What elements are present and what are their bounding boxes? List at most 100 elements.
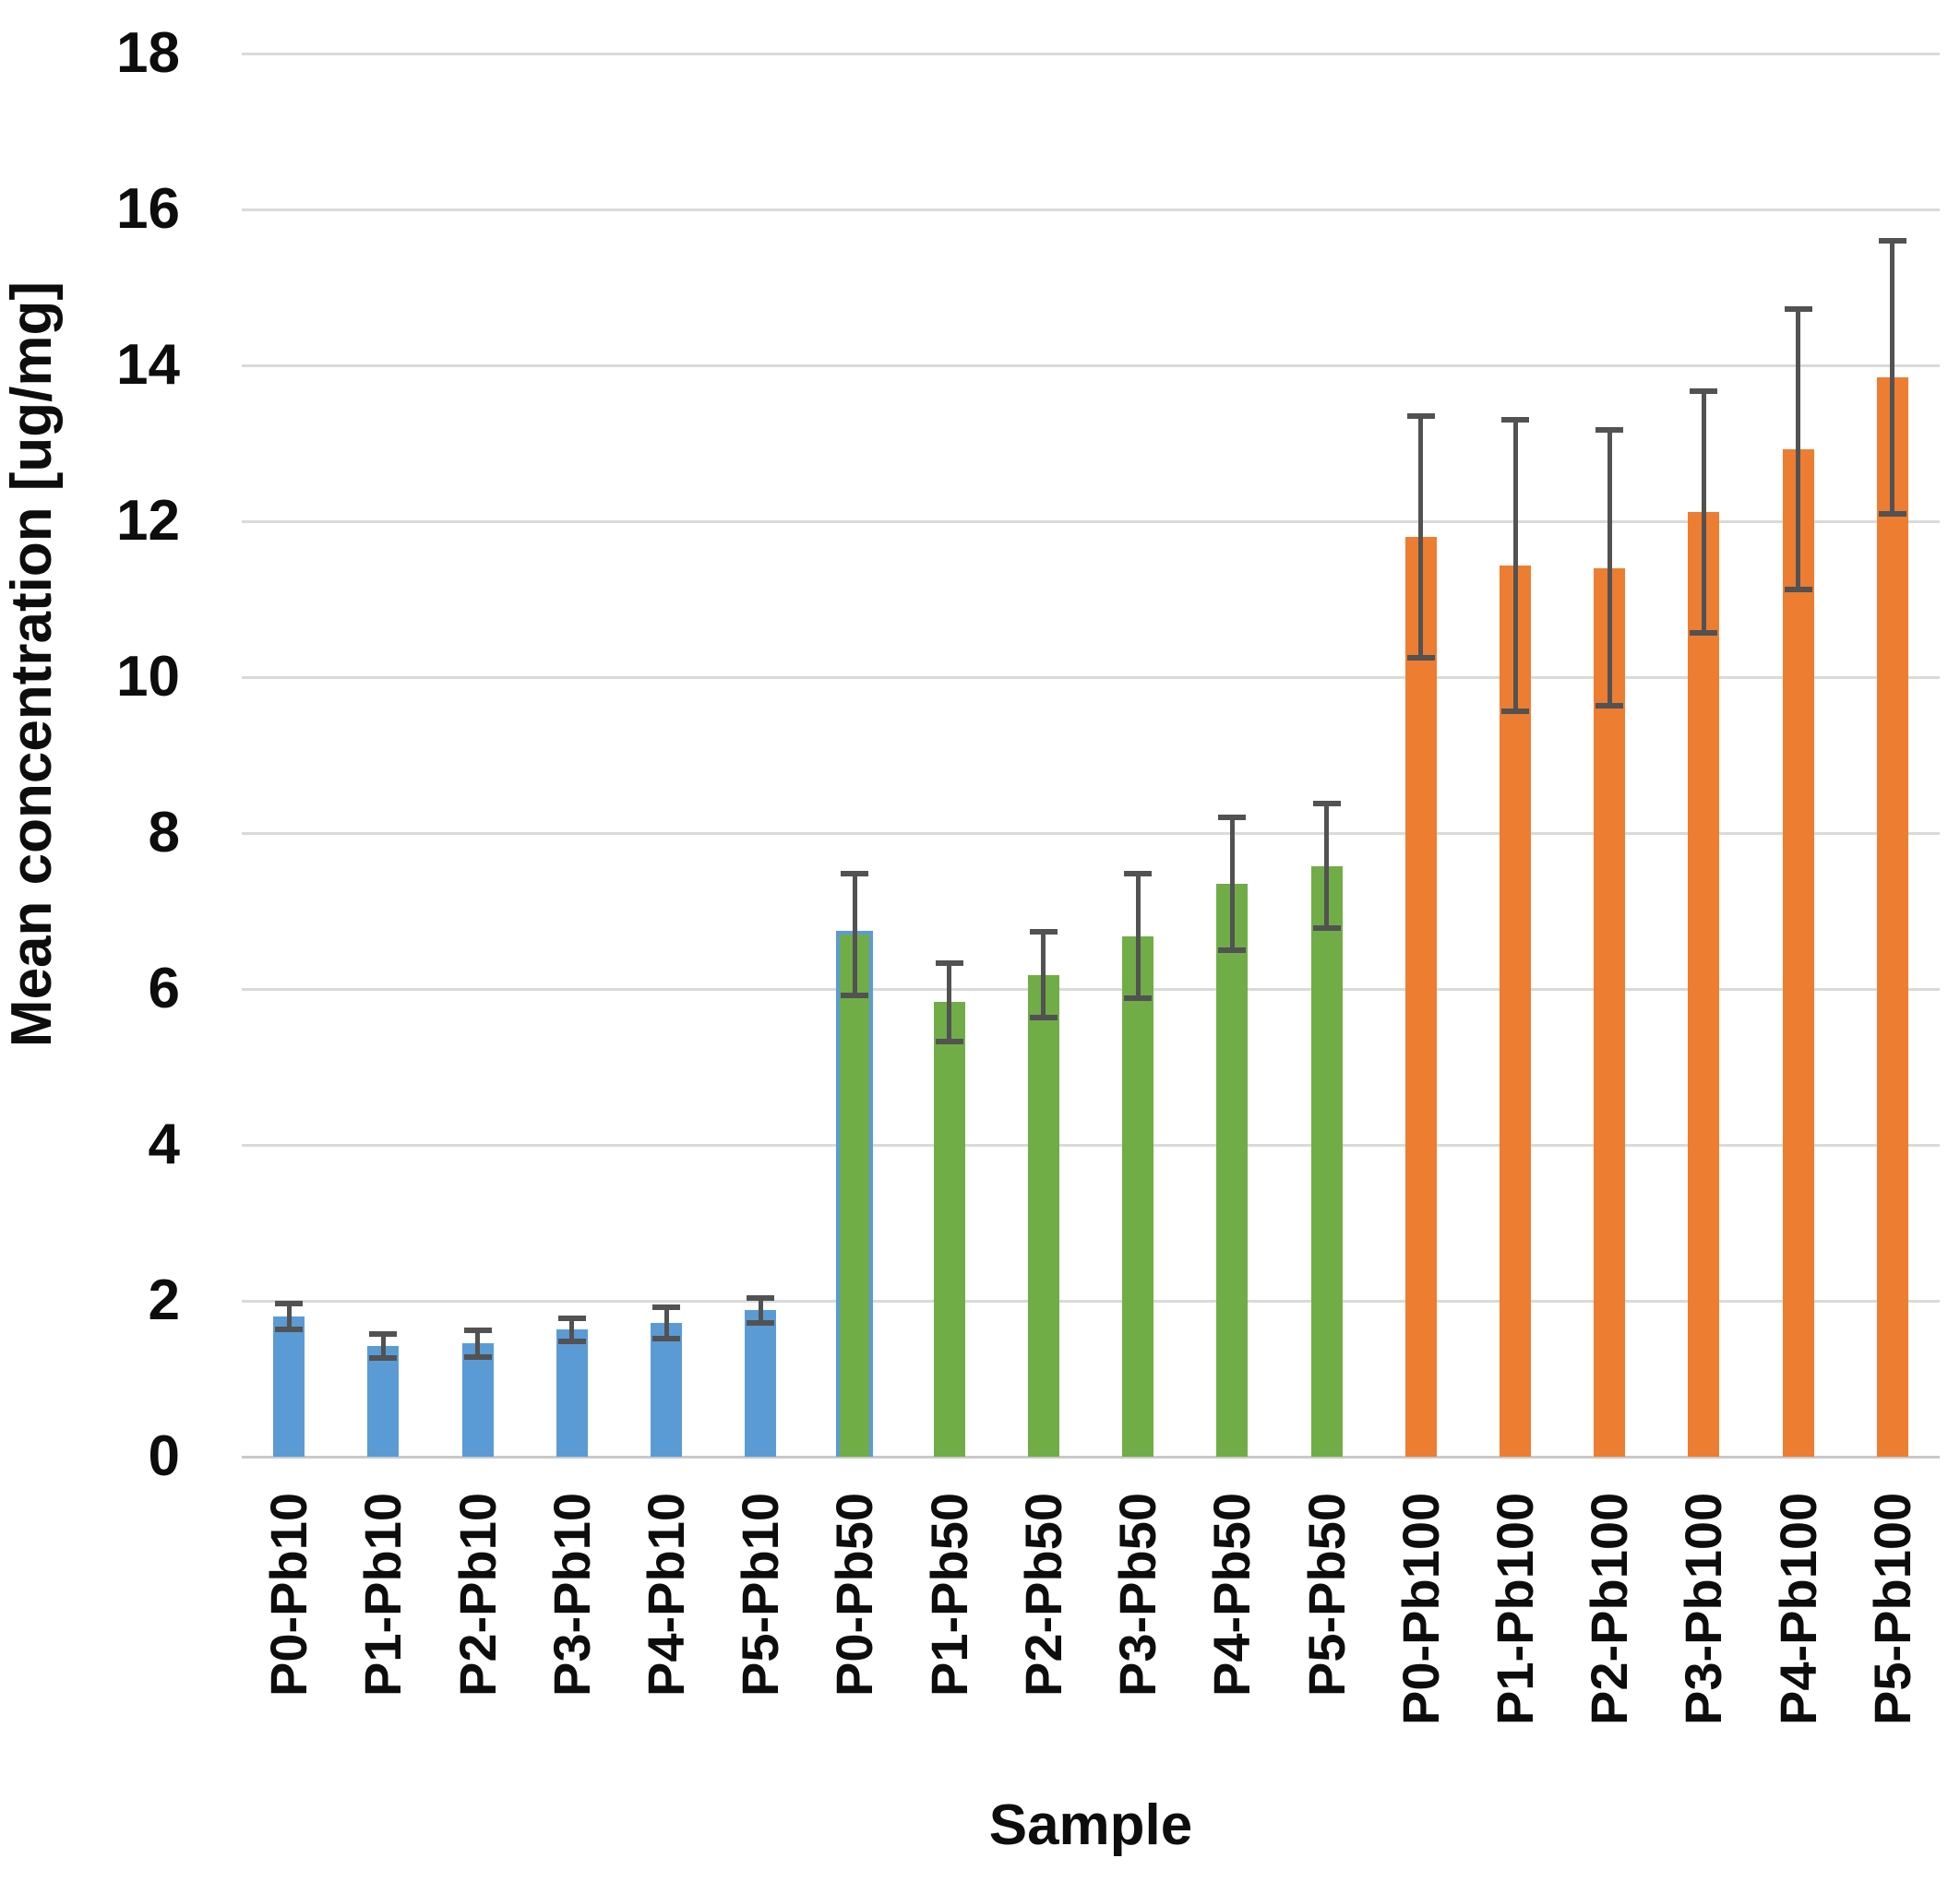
error-bar-cap-bottom [1312, 925, 1341, 932]
gridline [242, 519, 1940, 523]
error-bar-cap-bottom [557, 1338, 586, 1344]
error-bar-whisker [1890, 240, 1895, 514]
bar-P2-Pb10 [461, 1343, 494, 1457]
plot-area [242, 52, 1940, 1459]
error-bar-whisker [1229, 817, 1235, 950]
error-bar-cap-top [1124, 870, 1153, 876]
bar-P3-Pb50 [1122, 935, 1154, 1457]
x-axis-tick-label: P5-Pb100 [1862, 1492, 1921, 1725]
bar-P4-Pb100 [1782, 449, 1814, 1457]
gridline [242, 1143, 1940, 1147]
x-axis-tick-label: P4-Pb100 [1768, 1492, 1827, 1725]
error-bar-whisker [852, 873, 857, 995]
bar-P0-Pb10 [273, 1316, 305, 1457]
x-axis-tick-label: P1-Pb100 [1486, 1492, 1544, 1725]
y-axis-tick-label: 18 [116, 21, 180, 85]
x-axis-tick-label: P1-Pb10 [353, 1493, 412, 1697]
error-bar-cap-bottom [935, 1038, 963, 1044]
error-bar-cap-bottom [747, 1319, 775, 1326]
error-bar-whisker [1701, 390, 1706, 633]
bar-P3-Pb10 [556, 1329, 588, 1457]
error-bar-cap-top [463, 1328, 492, 1334]
error-bar-cap-top [841, 870, 869, 876]
x-axis-tick-label: P2-Pb50 [1013, 1493, 1072, 1697]
x-axis-tick-label: P4-Pb10 [637, 1493, 695, 1697]
error-bar-cap-top [747, 1294, 775, 1301]
error-bar-whisker [663, 1306, 669, 1339]
y-axis-tick-label: 10 [116, 645, 180, 709]
error-bar-cap-top [557, 1315, 586, 1321]
bar-P1-Pb10 [367, 1346, 400, 1457]
error-bar-cap-top [652, 1304, 680, 1310]
y-axis-tick-label: 4 [148, 1113, 180, 1176]
error-bar-whisker [1418, 415, 1424, 658]
error-bar-whisker [758, 1297, 763, 1323]
x-axis-tick-label: P5-Pb50 [1297, 1493, 1356, 1697]
error-bar-cap-bottom [1690, 629, 1718, 636]
error-bar-cap-bottom [1218, 947, 1247, 953]
error-bar-cap-bottom [1878, 510, 1906, 517]
x-axis-tick-label: P1-Pb50 [919, 1493, 978, 1697]
x-axis-tick-label: P0-Pb10 [259, 1493, 318, 1697]
error-bar-whisker [1041, 932, 1046, 1018]
bar-P5-Pb50 [1310, 865, 1343, 1457]
gridline [242, 208, 1940, 211]
error-bar-cap-bottom [1784, 587, 1812, 593]
x-axis-tick-label: P4-Pb50 [1202, 1493, 1261, 1697]
error-bar-whisker [380, 1334, 386, 1358]
x-axis-tick-label: P2-Pb100 [1580, 1492, 1639, 1725]
error-bar-whisker [947, 963, 952, 1042]
error-bar-whisker [1135, 873, 1141, 999]
y-axis-tick-label: 14 [116, 333, 180, 397]
error-bar-cap-bottom [463, 1353, 492, 1360]
error-bar-whisker [1607, 430, 1612, 707]
error-bar-cap-bottom [652, 1335, 680, 1341]
x-axis-tick-label: P0-Pb100 [1391, 1492, 1450, 1725]
error-bar-whisker [1512, 420, 1518, 712]
error-bar-cap-bottom [1029, 1015, 1058, 1021]
x-axis-tick-label: P3-Pb10 [542, 1493, 601, 1697]
error-bar-cap-top [275, 1300, 304, 1306]
bar-P5-Pb100 [1876, 376, 1908, 1457]
bar-P4-Pb50 [1216, 883, 1249, 1457]
bar-P3-Pb100 [1688, 511, 1720, 1457]
error-bar-cap-top [1029, 929, 1058, 935]
error-bar-cap-bottom [1501, 709, 1529, 715]
error-bar-cap-bottom [1406, 654, 1435, 661]
bar-P2-Pb50 [1027, 974, 1059, 1457]
error-bar-cap-top [1690, 387, 1718, 394]
error-bar-cap-top [1218, 815, 1247, 821]
gridline [242, 52, 1940, 55]
error-bar-whisker [569, 1317, 575, 1341]
error-bar-cap-top [1312, 800, 1341, 806]
error-bar-cap-top [369, 1331, 398, 1338]
error-bar-cap-bottom [275, 1327, 304, 1333]
x-axis-tick-label: P2-Pb10 [448, 1493, 507, 1697]
gridline [242, 1299, 1940, 1303]
bar-P1-Pb50 [933, 1002, 965, 1457]
y-axis-tick-label: 2 [148, 1269, 180, 1332]
x-axis-tick-label: P5-Pb10 [731, 1493, 790, 1697]
error-bar-cap-bottom [841, 992, 869, 998]
error-bar-cap-bottom [1595, 703, 1624, 709]
y-axis-tick-label: 16 [116, 177, 180, 241]
gridline [242, 987, 1940, 991]
x-axis-line [242, 1455, 1940, 1459]
bar-P0-Pb100 [1404, 536, 1437, 1457]
y-axis-tick-label: 0 [148, 1424, 180, 1488]
error-bar-cap-top [935, 960, 963, 967]
error-bar-cap-top [1784, 306, 1812, 313]
error-bar-whisker [286, 1303, 292, 1330]
bar-P4-Pb10 [651, 1322, 682, 1457]
error-bar-whisker [1796, 309, 1801, 590]
bar-P0-Pb50 [836, 930, 874, 1457]
y-axis-tick-label: 6 [148, 957, 180, 1020]
x-axis-tick-label: P0-Pb50 [825, 1493, 884, 1697]
y-axis-tick-label: 12 [116, 489, 180, 553]
x-axis-tick-label: P3-Pb100 [1674, 1492, 1733, 1725]
bar-P5-Pb10 [745, 1310, 777, 1457]
error-bar-cap-top [1406, 412, 1435, 419]
gridline [242, 831, 1940, 835]
error-bar-cap-bottom [369, 1354, 398, 1361]
